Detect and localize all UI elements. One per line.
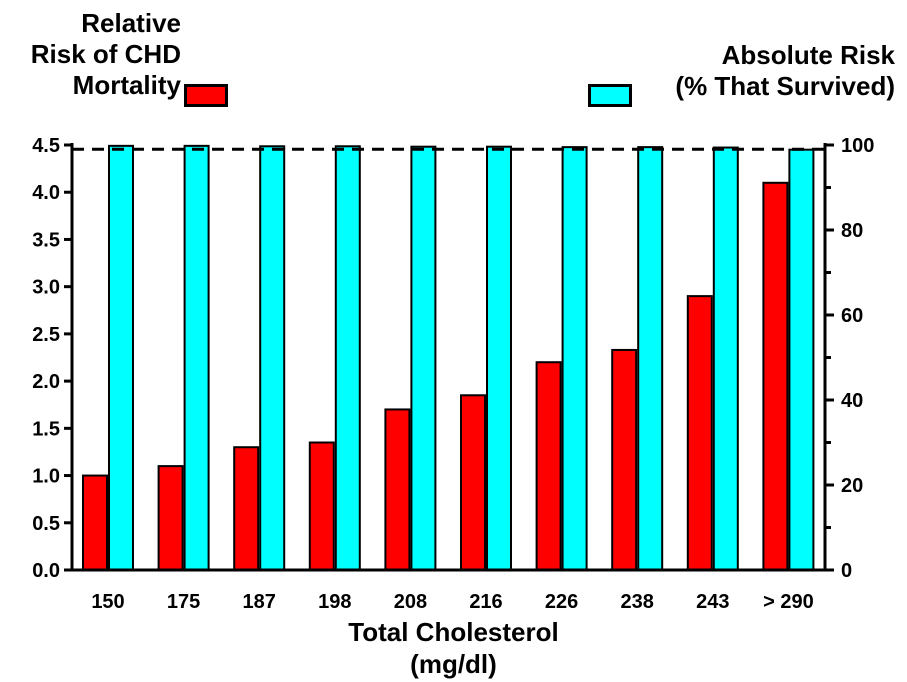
bar-relative-risk xyxy=(233,446,260,572)
right-axis-title: Absolute Risk (% That Survived) xyxy=(635,40,895,102)
left-tick-label: 0.5 xyxy=(32,513,60,535)
x-tick-label: 175 xyxy=(167,591,200,613)
bar-relative-risk xyxy=(82,474,108,571)
right-tick-label: 100 xyxy=(841,135,874,157)
bar-relative-risk xyxy=(460,394,486,571)
bar-absolute-risk xyxy=(486,145,512,571)
right-tick-label: 20 xyxy=(841,475,863,497)
x-axis-title-line: (mg/dl) xyxy=(410,649,497,679)
legend-swatch-absolute-risk xyxy=(588,84,632,107)
left-axis-title-line: Risk of CHD xyxy=(30,39,181,69)
left-tick-label: 2.0 xyxy=(32,371,60,393)
x-tick-label: 243 xyxy=(696,591,729,613)
bar-absolute-risk xyxy=(788,148,815,572)
right-axis-title-line: Absolute Risk xyxy=(721,40,895,70)
bar-absolute-risk xyxy=(108,144,134,571)
x-axis-title: Total Cholesterol (mg/dl) xyxy=(0,616,907,680)
bar-relative-risk xyxy=(535,361,562,571)
x-tick-label: 187 xyxy=(243,591,276,613)
left-axis-title-line: Relative xyxy=(81,8,181,38)
bar-relative-risk xyxy=(384,408,411,572)
x-tick-label: 150 xyxy=(91,591,124,613)
right-axis-title-line: (% That Survived) xyxy=(675,71,895,101)
x-tick-label: > 290 xyxy=(763,591,814,613)
x-tick-label: 238 xyxy=(621,591,654,613)
bar-absolute-risk xyxy=(561,146,588,571)
left-tick-label: 0.0 xyxy=(32,560,60,582)
bar-relative-risk xyxy=(686,295,713,571)
left-tick-label: 3.5 xyxy=(32,229,60,251)
bar-relative-risk xyxy=(157,465,184,571)
bar-absolute-risk xyxy=(259,145,286,571)
right-tick-label: 0 xyxy=(841,560,852,582)
x-tick-label: 216 xyxy=(469,591,502,613)
bar-relative-risk xyxy=(308,441,335,571)
left-tick-label: 4.0 xyxy=(32,182,60,204)
left-tick-label: 2.5 xyxy=(32,324,60,346)
left-axis-title: Relative Risk of CHD Mortality xyxy=(6,8,181,101)
x-tick-label: 226 xyxy=(545,591,578,613)
right-tick-label: 40 xyxy=(841,390,863,412)
bar-absolute-risk xyxy=(183,144,210,571)
left-tick-label: 1.0 xyxy=(32,466,60,488)
bar-relative-risk xyxy=(762,181,789,571)
left-tick-label: 1.5 xyxy=(32,418,60,440)
left-axis-title-line: Mortality xyxy=(72,70,181,100)
x-tick-label: 198 xyxy=(318,591,351,613)
legend-swatch-relative-risk xyxy=(184,84,228,107)
left-tick-label: 3.0 xyxy=(32,277,60,299)
x-tick-label: 208 xyxy=(394,591,427,613)
bar-absolute-risk xyxy=(334,145,361,571)
bar-absolute-risk xyxy=(712,146,739,572)
x-axis-title-line: Total Cholesterol xyxy=(348,617,559,647)
right-tick-label: 80 xyxy=(841,220,863,242)
bar-absolute-risk xyxy=(637,146,664,571)
left-tick-label: 4.5 xyxy=(32,135,60,157)
bar-relative-risk xyxy=(611,348,638,572)
bar-absolute-risk xyxy=(410,145,437,571)
right-tick-label: 60 xyxy=(841,305,863,327)
